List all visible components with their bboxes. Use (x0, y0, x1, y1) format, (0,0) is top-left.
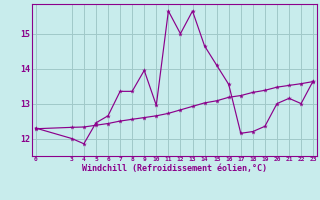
X-axis label: Windchill (Refroidissement éolien,°C): Windchill (Refroidissement éolien,°C) (82, 164, 267, 173)
